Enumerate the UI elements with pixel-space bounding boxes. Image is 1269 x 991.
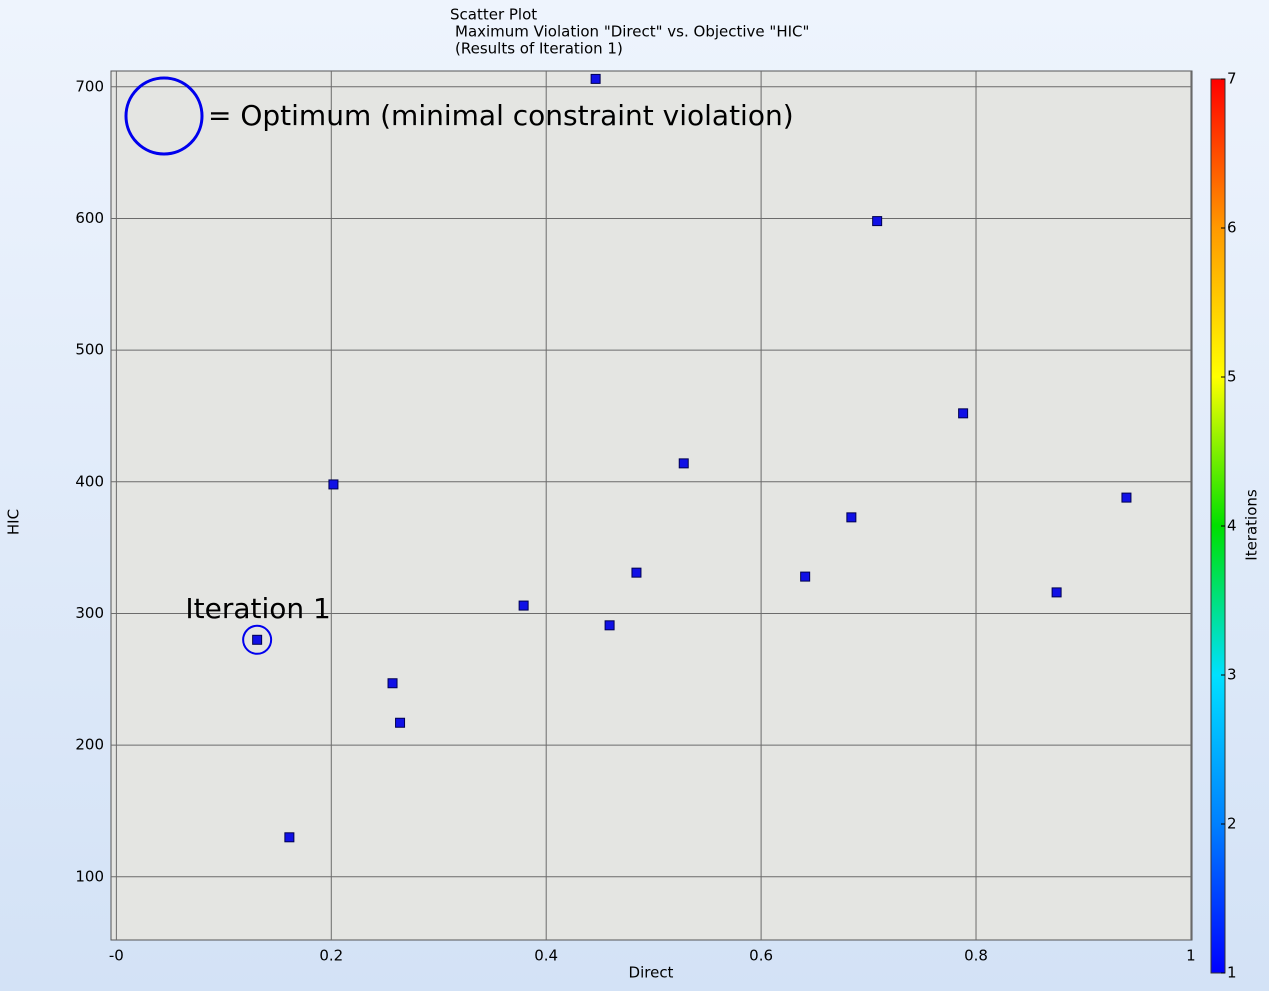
data-point bbox=[846, 512, 857, 523]
y-tick-label: 700 bbox=[75, 77, 104, 95]
y-tick-label: 500 bbox=[75, 341, 104, 359]
data-point bbox=[872, 216, 883, 227]
y-axis-label: HIC bbox=[5, 509, 23, 535]
data-point bbox=[1051, 587, 1062, 598]
colorbar-tick-label: 6 bbox=[1227, 219, 1237, 237]
y-tick-label: 300 bbox=[75, 604, 104, 622]
colorbar-label: Iterations bbox=[1243, 489, 1261, 561]
chart-title: Scatter Plot bbox=[450, 6, 537, 24]
data-point bbox=[1121, 492, 1132, 503]
colorbar-tick-label: 5 bbox=[1227, 368, 1237, 386]
data-point bbox=[800, 571, 811, 582]
x-tick-label: 0.4 bbox=[534, 947, 558, 965]
plot-area bbox=[110, 70, 1193, 941]
data-point bbox=[284, 832, 295, 843]
colorbar-tick-label: 2 bbox=[1227, 815, 1237, 833]
data-point bbox=[387, 678, 398, 689]
colorbar-tick-label: 3 bbox=[1227, 666, 1237, 684]
x-tick-label: 0.8 bbox=[964, 947, 988, 965]
x-tick-label: 0.2 bbox=[319, 947, 343, 965]
data-point bbox=[328, 479, 339, 490]
y-tick-label: 400 bbox=[75, 472, 104, 490]
x-axis-label: Direct bbox=[629, 964, 674, 982]
data-point bbox=[631, 567, 642, 578]
x-tick-label: -0 bbox=[109, 947, 124, 965]
y-tick-label: 600 bbox=[75, 209, 104, 227]
y-tick-label: 200 bbox=[75, 736, 104, 754]
colorbar-tick-label: 7 bbox=[1227, 70, 1237, 88]
data-point bbox=[252, 634, 263, 645]
data-point bbox=[395, 717, 406, 728]
data-point bbox=[678, 458, 689, 469]
data-point bbox=[958, 408, 969, 419]
legend-symbol bbox=[124, 76, 204, 156]
legend-text: = Optimum (minimal constraint violation) bbox=[208, 99, 794, 132]
x-tick-label: 1 bbox=[1186, 947, 1196, 965]
x-tick-label: 0.6 bbox=[749, 947, 773, 965]
data-point bbox=[604, 620, 615, 631]
data-point bbox=[590, 73, 601, 84]
data-point bbox=[518, 600, 529, 611]
colorbar-tick-label: 1 bbox=[1227, 964, 1237, 982]
y-tick-label: 100 bbox=[75, 867, 104, 885]
annotation-circle bbox=[242, 624, 273, 655]
chart-title: Maximum Violation "Direct" vs. Objective… bbox=[455, 23, 809, 41]
chart-title: (Results of Iteration 1) bbox=[455, 40, 623, 58]
annotation: Iteration 1 bbox=[185, 592, 330, 625]
colorbar-tick-label: 4 bbox=[1227, 517, 1237, 535]
